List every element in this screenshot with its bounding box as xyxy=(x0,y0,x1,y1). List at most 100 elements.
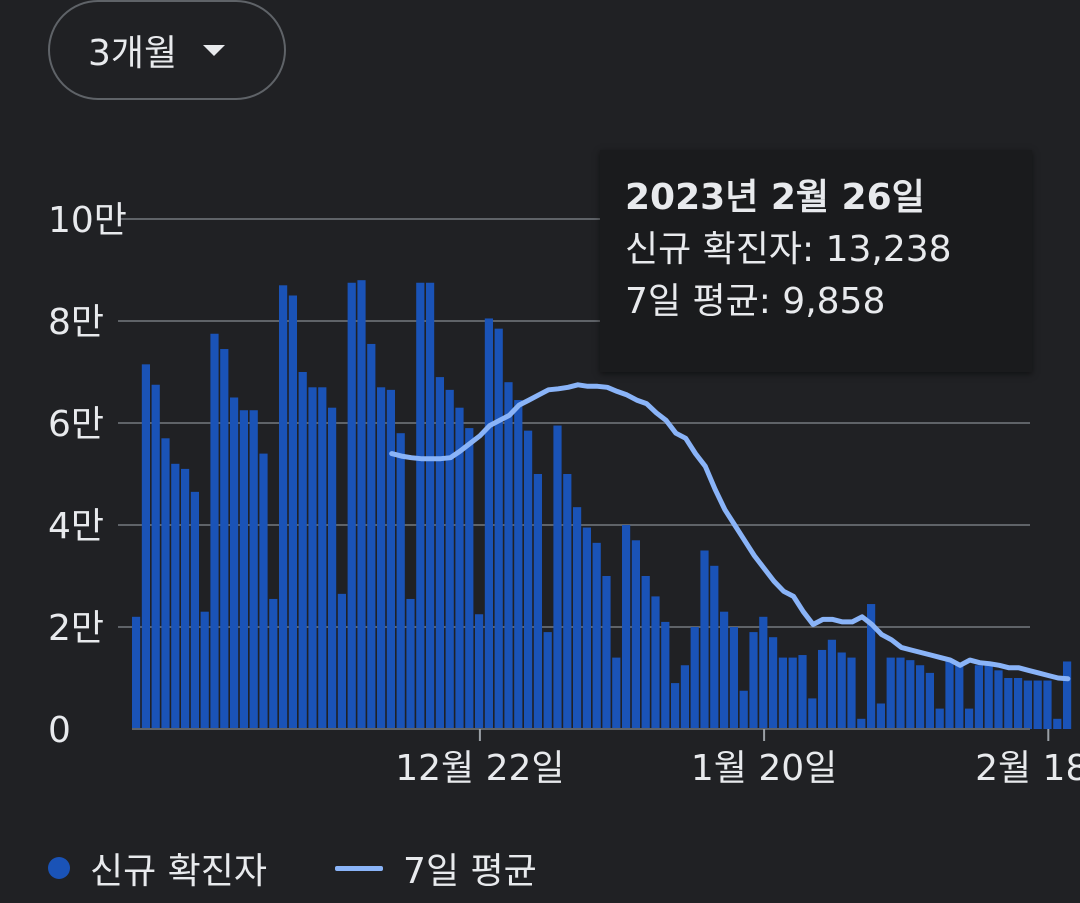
bar xyxy=(357,280,366,729)
bar xyxy=(857,718,866,729)
tooltip: 2023년 2월 26일 신규 확진자: 13,238 7일 평균: 9,858 xyxy=(600,150,1032,372)
bar xyxy=(906,660,915,729)
bar xyxy=(151,384,160,729)
bar xyxy=(426,282,435,729)
range-select[interactable]: 3개월 xyxy=(48,0,286,100)
bar xyxy=(631,540,640,729)
bar xyxy=(690,627,699,729)
bar xyxy=(837,652,846,729)
bar xyxy=(847,657,856,729)
legend-average-label: 7일 평균 xyxy=(403,851,537,892)
bar xyxy=(582,527,591,729)
bar xyxy=(132,616,141,729)
bar xyxy=(573,507,582,729)
bar xyxy=(1033,680,1042,729)
y-axis-labels: 0 2만 4만 6만 8만 10만 xyxy=(48,200,127,751)
bar xyxy=(671,683,680,729)
bar xyxy=(955,665,964,729)
x-axis: 12월 22일 1월 20일 2월 18일 xyxy=(132,728,1080,789)
x-tick-label: 1월 20일 xyxy=(691,748,837,789)
tooltip-cases-value: 13,238 xyxy=(825,229,952,270)
bar xyxy=(749,632,758,729)
range-select-label: 3개월 xyxy=(88,33,178,74)
bar xyxy=(269,598,278,729)
seven-day-average-line xyxy=(389,382,1071,682)
y-tick-label: 10만 xyxy=(48,200,127,241)
bar xyxy=(484,318,493,729)
bar xyxy=(435,377,444,729)
bar xyxy=(916,665,925,729)
y-tick-label: 8만 xyxy=(48,302,104,343)
bar xyxy=(455,407,464,729)
bar xyxy=(190,491,199,729)
tooltip-cases-label: 신규 확진자 xyxy=(625,229,803,270)
caret-down-icon xyxy=(203,44,226,56)
bar xyxy=(592,542,601,729)
bar xyxy=(377,387,386,729)
bar xyxy=(661,621,670,729)
x-tick-label: 2월 18일 xyxy=(975,748,1080,789)
bar xyxy=(543,632,552,729)
bar xyxy=(200,611,209,729)
average-legend-icon xyxy=(335,865,384,871)
bar xyxy=(239,410,248,729)
bar xyxy=(984,662,993,729)
bar xyxy=(524,430,533,729)
bar xyxy=(641,576,650,729)
bar xyxy=(298,372,307,729)
tooltip-cases: 신규 확진자: 13,238 xyxy=(625,229,952,270)
bar xyxy=(465,428,474,729)
tooltip-average-label: 7일 평균 xyxy=(625,281,759,322)
bar xyxy=(533,474,542,729)
bars xyxy=(132,280,1072,729)
bar xyxy=(651,596,660,729)
bar xyxy=(181,468,190,729)
bar xyxy=(994,670,1003,729)
bar xyxy=(798,655,807,729)
x-tick-label: 12월 22일 xyxy=(395,748,564,789)
bar xyxy=(1023,680,1032,729)
bar xyxy=(416,282,425,729)
y-tick-label: 2만 xyxy=(48,608,104,649)
y-tick-label: 4만 xyxy=(48,506,104,547)
bar xyxy=(759,616,768,729)
bar xyxy=(935,708,944,729)
bar xyxy=(1004,678,1013,729)
bar xyxy=(308,387,317,729)
bar xyxy=(945,660,954,729)
bar xyxy=(230,397,239,729)
bar xyxy=(288,295,297,729)
bar xyxy=(347,282,356,729)
bar xyxy=(886,657,895,729)
bar xyxy=(818,649,827,729)
bar xyxy=(494,328,503,729)
cases-legend-icon xyxy=(48,857,70,879)
bar xyxy=(729,627,738,729)
tooltip-date: 2023년 2월 26일 xyxy=(625,177,925,218)
bar xyxy=(475,614,484,729)
bar xyxy=(220,349,229,729)
bar xyxy=(876,703,885,729)
bar xyxy=(259,453,268,729)
bar xyxy=(720,611,729,729)
bar xyxy=(1063,661,1072,729)
bar xyxy=(622,525,631,729)
bar xyxy=(171,463,180,729)
bar xyxy=(396,433,405,729)
bar xyxy=(553,425,562,729)
legend: 신규 확진자 7일 평균 xyxy=(48,840,537,896)
bar xyxy=(602,576,611,729)
bar xyxy=(808,698,817,729)
bar xyxy=(386,389,395,729)
bar xyxy=(739,690,748,729)
bar xyxy=(406,598,415,729)
bar xyxy=(700,550,709,729)
bar xyxy=(710,565,719,729)
bar xyxy=(514,400,523,729)
bar xyxy=(337,593,346,729)
bar xyxy=(867,604,876,729)
bar xyxy=(279,285,288,729)
bar xyxy=(965,708,974,729)
bar xyxy=(141,364,150,729)
